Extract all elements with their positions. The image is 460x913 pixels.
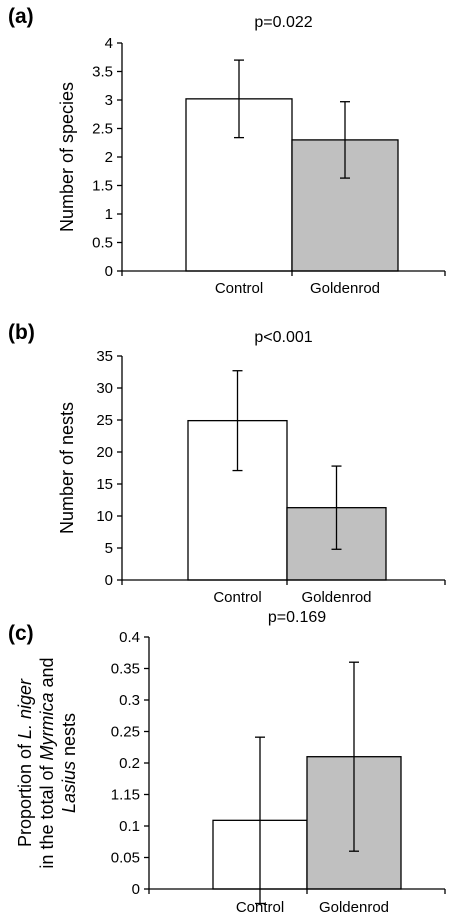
y-tick-label: 0.5 — [92, 235, 113, 252]
y-axis-label-part: Myrmica — [37, 692, 57, 760]
y-tick-label: 0.05 — [111, 850, 140, 867]
error-bar-control — [234, 59, 244, 139]
error-bar-control — [255, 736, 265, 905]
y-tick-label: 3 — [105, 92, 113, 109]
y-tick-label: 20 — [96, 444, 113, 461]
panel-label: (b) — [8, 321, 35, 344]
error-bar-goldenrod — [349, 661, 359, 852]
x-tick-label: Control — [215, 280, 263, 297]
panel-label: (c) — [8, 622, 34, 645]
y-tick-label: 2 — [105, 149, 113, 166]
y-tick-label: 0.3 — [119, 692, 140, 709]
y-axis-label-part: Proportion of — [15, 739, 35, 847]
y-tick-label: 5 — [105, 540, 113, 557]
y-tick-label: 0.4 — [119, 629, 140, 646]
y-tick-label: 2.5 — [92, 121, 113, 138]
y-axis-label-part: and — [37, 657, 57, 692]
x-tick-label: Goldenrod — [310, 280, 380, 297]
chart-panel-3: (c) p=0.169 0 0.05 0.1 1.15 0.2 0.25 0.3 0.35 0.4 C… — [8, 609, 446, 913]
y-tick-label: 3.5 — [92, 64, 113, 81]
panel-label: (a) — [8, 5, 34, 28]
error-bar-goldenrod — [331, 465, 342, 550]
y-axis-label: Proportion of L. niger — [15, 678, 35, 847]
y-tick-label: 35 — [96, 348, 113, 365]
chart-title: p=0.169 — [268, 609, 326, 626]
y-tick-label: 10 — [96, 508, 113, 525]
y-tick-label: 1.15 — [111, 787, 140, 804]
chart-title: p<0.001 — [254, 329, 312, 346]
y-tick-label: 0 — [132, 881, 140, 898]
y-tick-label: 30 — [96, 380, 113, 397]
y-axis-label-part: in the total of — [37, 760, 57, 868]
y-axis-label: Number of species — [57, 82, 77, 232]
x-tick-label: Control — [213, 589, 261, 606]
y-axis-label: Number of nests — [57, 402, 77, 534]
y-tick-label: 25 — [96, 412, 113, 429]
error-bar-goldenrod — [340, 101, 350, 179]
y-tick-label: 0 — [105, 572, 113, 589]
y-tick-label: 0 — [105, 263, 113, 280]
y-axis-label-part: nests — [59, 713, 79, 761]
x-tick-label: Goldenrod — [301, 589, 371, 606]
y-tick-label: 1 — [105, 206, 113, 223]
y-axis-label: Lasius nests — [59, 713, 79, 813]
x-tick-label: Control — [236, 899, 284, 913]
y-tick-label: 0.35 — [111, 661, 140, 678]
y-axis-label-part: Number of species — [57, 82, 77, 232]
y-tick-label: 1.5 — [92, 178, 113, 195]
chart-panel-2: (b) p<0.001 0 5 10 15 20 25 30 35 Control Goldenrod… — [8, 321, 446, 606]
y-tick-label: 15 — [96, 476, 113, 493]
y-axis-label-part: Lasius — [59, 761, 79, 813]
chart-title: p=0.022 — [254, 14, 312, 31]
y-tick-label: 0.1 — [119, 818, 140, 835]
y-axis-label: in the total of Myrmica and — [37, 657, 57, 868]
x-tick-label: Goldenrod — [319, 899, 389, 913]
y-tick-label: 4 — [105, 35, 113, 52]
y-tick-label: 0.2 — [119, 755, 140, 772]
y-axis-label-part: L. niger — [15, 678, 35, 739]
error-bar-control — [232, 370, 243, 472]
chart-panel-1: (a) p=0.022 0 0.5 1 1.5 2 2.5 3 3.5 4 Control Golden… — [8, 5, 446, 297]
y-tick-label: 0.25 — [111, 724, 140, 741]
y-axis-label-part: Number of nests — [57, 402, 77, 534]
